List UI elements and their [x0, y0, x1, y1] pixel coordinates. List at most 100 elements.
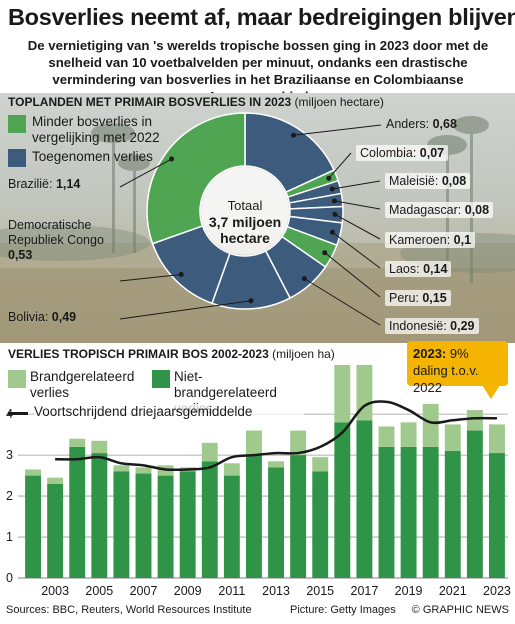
legend-line-average: [8, 412, 28, 415]
leader-line-3: [334, 200, 381, 210]
bar-nonfire-2015: [312, 471, 329, 578]
legend-swatch-increased-loss: [8, 149, 26, 167]
leader-dot-2: [329, 186, 335, 192]
bar-fire-2006: [113, 465, 130, 472]
label-indonesie: Indonesië: 0,29: [385, 318, 479, 334]
top-countries-heading: TOPLANDEN MET PRIMAIR BOSVERLIES IN 2023…: [8, 95, 384, 109]
xtick-label-2003: 2003: [41, 584, 69, 598]
legend-label-fire: Brandgerelateerd verlies: [30, 369, 148, 401]
bar-nonfire-2013: [268, 467, 284, 578]
bar-nonfire-2005: [91, 453, 108, 578]
ytick-label-1: 1: [6, 530, 13, 544]
donut-center-label: Totaal: [227, 198, 263, 213]
legend-swatch-fire: [8, 370, 26, 388]
label-laos: Laos: 0,14: [385, 261, 452, 277]
legend-label-less-loss: Minder bosverlies in vergelijking met 20…: [32, 114, 160, 145]
label-congo: Democratische Republiek Congo 0,53: [8, 218, 104, 262]
xtick-label-2015: 2015: [306, 584, 334, 598]
leader-line-0: [293, 124, 382, 136]
leader-line-6: [324, 252, 381, 298]
leader-dot-3: [331, 198, 337, 204]
bar-fire-2021: [444, 424, 461, 452]
bar-fire-2010: [201, 442, 218, 462]
leader-dot-0: [291, 132, 297, 138]
xtick-label-2005: 2005: [85, 584, 113, 598]
xtick-label-2009: 2009: [174, 584, 202, 598]
bar-fire-2022: [466, 410, 483, 431]
xtick-label-2011: 2011: [218, 584, 245, 598]
bar-fire-2017: [356, 365, 373, 421]
bar-fire-2014: [290, 430, 307, 456]
bar-chart: 0123420032005200720092011201320152017201…: [6, 365, 511, 598]
xtick-label-2007: 2007: [130, 584, 158, 598]
ytick-label-3: 3: [6, 448, 13, 462]
bar-fire-2020: [422, 403, 439, 447]
donut-hole: [201, 167, 289, 255]
label-madagascar: Madagascar: 0,08: [385, 202, 494, 218]
leader-dot-8: [248, 298, 254, 304]
moving-average-line: [55, 400, 497, 472]
infographic-title: Bosverlies neemt af, maar bedreigingen b…: [8, 4, 515, 30]
bar-fire-2015: [312, 457, 329, 472]
bar-nonfire-2020: [422, 446, 439, 578]
legend-label-average: Voortschrijdend driejaarsgemiddelde: [34, 404, 253, 420]
label-anders: Anders: 0,68: [386, 117, 457, 131]
legend-label-increased-loss: Toegenomen verlies: [32, 149, 153, 164]
bar-fire-2018: [378, 426, 395, 447]
leader-line-1: [328, 152, 352, 179]
bar-nonfire-2004: [69, 446, 86, 578]
bar-nonfire-2006: [113, 471, 130, 578]
bar-nonfire-2010: [201, 461, 218, 578]
footer-brand: © GRAPHIC NEWS: [411, 604, 509, 616]
bar-fire-2023: [489, 424, 505, 454]
bar-nonfire-2023: [489, 453, 505, 578]
leader-dot-6: [322, 250, 328, 256]
leader-dot-1: [326, 175, 332, 181]
footer-picture-credit: Picture: Getty Images: [290, 604, 396, 616]
label-brazilie: Brazilië: 1,14: [8, 177, 81, 191]
label-peru: Peru: 0,15: [385, 290, 451, 306]
legend-swatch-nonfire: [152, 370, 170, 388]
xtick-label-2017: 2017: [351, 584, 379, 598]
top-heading-unit: (miljoen hectare): [294, 95, 384, 109]
donut-slice-10: [146, 112, 246, 245]
label-kameroen: Kameroen: 0,1: [385, 232, 476, 248]
bar-nonfire-2017: [356, 420, 373, 578]
leader-line-9: [119, 274, 182, 282]
bar-fire-2011: [223, 463, 240, 476]
bar-nonfire-2012: [246, 455, 262, 578]
donut-chart: [119, 112, 382, 326]
leader-dot-4: [332, 211, 338, 217]
callout-bold: 2023:: [413, 346, 447, 361]
bar-chart-heading: VERLIES TROPISCH PRIMAIR BOS 2002-2023 (…: [8, 347, 335, 361]
bar-nonfire-2014: [290, 455, 307, 578]
ytick-label-0: 0: [6, 571, 13, 585]
bar-fire-2013: [268, 461, 284, 468]
bar-fire-2005: [91, 440, 108, 454]
xtick-label-2019: 2019: [395, 584, 423, 598]
leader-line-8: [119, 300, 252, 320]
leader-line-7: [304, 278, 381, 326]
bar-nonfire-2016: [334, 422, 351, 578]
callout-pointer: [482, 385, 500, 399]
leader-dot-9: [178, 272, 184, 278]
bar-fire-2003: [47, 477, 64, 484]
leader-line-10: [119, 158, 172, 188]
bar-nonfire-2018: [378, 446, 395, 578]
bar-heading-unit: (miljoen ha): [272, 347, 335, 361]
bar-fire-2002: [25, 469, 41, 476]
leader-dot-10: [169, 156, 175, 162]
xtick-label-2021: 2021: [439, 584, 467, 598]
bar-fire-2012: [246, 430, 262, 456]
bar-nonfire-2003: [47, 483, 64, 578]
label-bolivia: Bolivia: 0,49: [8, 310, 77, 324]
legend-swatch-less-loss: [8, 115, 26, 133]
bar-nonfire-2019: [400, 446, 417, 578]
xtick-label-2023: 2023: [483, 584, 511, 598]
callout-text: 9% daling t.o.v. 2022: [413, 346, 479, 395]
leader-line-5: [332, 231, 381, 269]
label-colombia: Colombia: 0,07: [356, 145, 449, 161]
bar-nonfire-2021: [444, 451, 461, 578]
bar-nonfire-2022: [466, 430, 483, 578]
bar-nonfire-2002: [25, 475, 41, 578]
